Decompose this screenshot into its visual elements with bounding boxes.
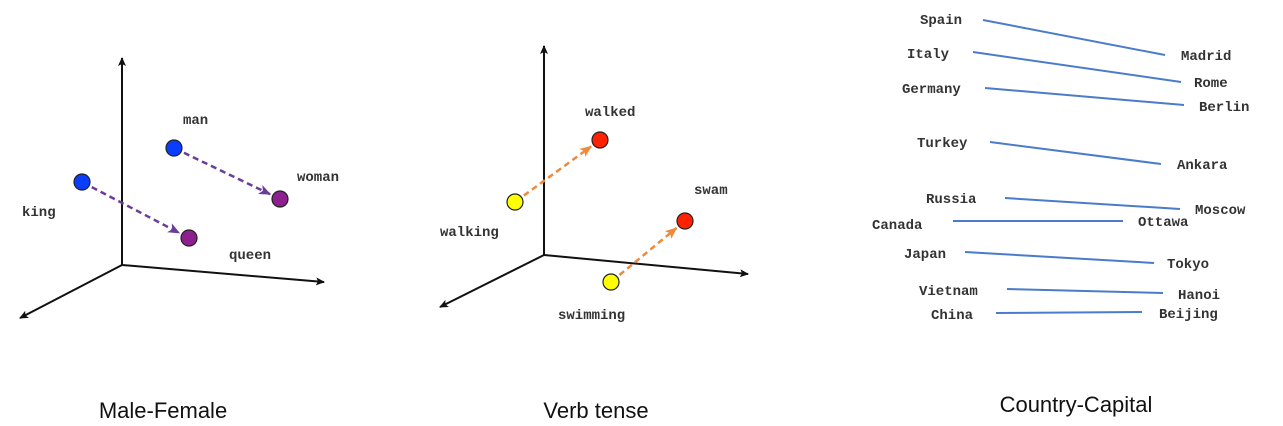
- male-female-panel: king man woman queen: [19, 57, 339, 319]
- caption-country-capital: Country-Capital: [1000, 392, 1153, 417]
- point-queen: [180, 229, 198, 247]
- label-swimming: swimming: [558, 308, 625, 324]
- point-king: [73, 173, 91, 191]
- country-japan: Japan: [904, 247, 946, 263]
- analogy-arrow-swimming-swam: [618, 227, 678, 276]
- point-woman: [271, 190, 289, 208]
- link-spain-madrid: [982, 19, 1166, 56]
- country-canada: Canada: [872, 218, 923, 234]
- capital-ankara: Ankara: [1177, 158, 1228, 174]
- capital-moscow: Moscow: [1195, 203, 1246, 219]
- label-queen: queen: [229, 248, 271, 264]
- axis-left: [19, 264, 123, 319]
- country-china: China: [931, 308, 974, 324]
- capital-beijing: Beijing: [1159, 307, 1218, 323]
- link-vietnam-hanoi: [1006, 288, 1164, 294]
- capital-berlin: Berlin: [1199, 100, 1249, 116]
- country-spain: Spain: [920, 13, 962, 29]
- capital-tokyo: Tokyo: [1167, 257, 1209, 273]
- link-germany-berlin: [984, 87, 1185, 106]
- point-walked: [591, 131, 609, 149]
- axis-right: [121, 264, 325, 286]
- analogy-arrow-king-queen: [91, 185, 181, 235]
- label-walking: walking: [440, 225, 499, 241]
- verb-tense-panel: walking walked swam swimming: [439, 45, 749, 324]
- country-russia: Russia: [926, 192, 977, 208]
- label-swam: swam: [694, 183, 728, 199]
- link-russia-moscow: [1004, 197, 1181, 210]
- link-japan-tokyo: [964, 251, 1155, 264]
- country-germany: Germany: [902, 82, 961, 98]
- link-china-beijing: [995, 311, 1143, 314]
- capital-hanoi: Hanoi: [1178, 288, 1220, 304]
- axis-left: [439, 254, 545, 308]
- label-man: man: [183, 113, 208, 129]
- country-vietnam: Vietnam: [919, 284, 978, 300]
- country-italy: Italy: [907, 47, 950, 63]
- label-woman: woman: [297, 170, 339, 186]
- caption-male-female: Male-Female: [99, 398, 227, 423]
- country-capital-panel: Spain Madrid Italy Rome Germany Berlin Turkey A…: [872, 13, 1249, 324]
- capital-rome: Rome: [1194, 76, 1228, 92]
- link-turkey-ankara: [989, 141, 1162, 165]
- point-man: [165, 139, 183, 157]
- capital-ottawa: Ottawa: [1138, 215, 1189, 231]
- analogy-arrow-walking-walked: [523, 145, 592, 197]
- country-turkey: Turkey: [917, 136, 968, 152]
- point-swam: [676, 212, 694, 230]
- point-walking: [506, 193, 524, 211]
- capital-madrid: Madrid: [1181, 49, 1231, 65]
- label-walked: walked: [585, 105, 635, 121]
- analogy-arrow-man-woman: [183, 151, 271, 196]
- link-italy-rome: [972, 51, 1182, 83]
- caption-verb-tense: Verb tense: [543, 398, 648, 423]
- label-king: king: [22, 205, 56, 221]
- axis-right: [543, 254, 749, 278]
- point-swimming: [602, 273, 620, 291]
